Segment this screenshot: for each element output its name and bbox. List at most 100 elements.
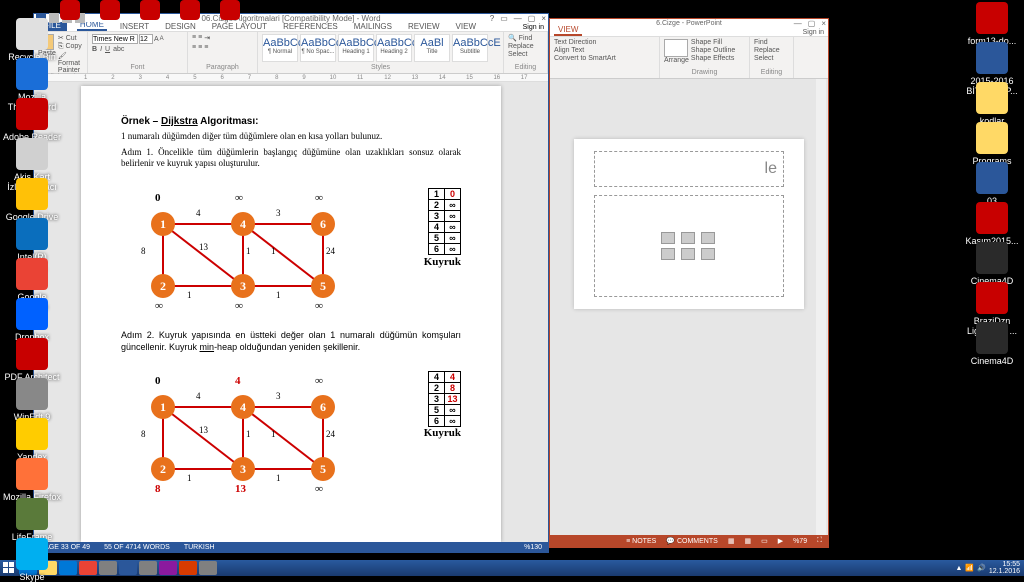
- style-heading2[interactable]: AaBbCcHeading 2: [376, 34, 412, 62]
- font-shrink-icon[interactable]: A: [160, 36, 164, 42]
- desktop-icon-03[interactable]: 03: [962, 162, 1022, 206]
- style-heading1[interactable]: AaBbCcHeading 1: [338, 34, 374, 62]
- text-direction-button[interactable]: Text Direction: [554, 39, 655, 46]
- system-tray[interactable]: ▲ 📶 🔊 15:55 12.1.2016: [955, 561, 1024, 575]
- shape-outline-button[interactable]: Shape Outline: [691, 47, 735, 54]
- taskbar-app-9[interactable]: [199, 561, 217, 575]
- find-button[interactable]: 🔍 Find: [508, 34, 543, 42]
- desktop-icon-cinema4d[interactable]: Cinema4D: [962, 242, 1022, 286]
- word-tab-review[interactable]: REVIEW: [405, 22, 443, 31]
- italic-button[interactable]: I: [100, 46, 102, 53]
- replace-button[interactable]: Replace: [508, 43, 543, 50]
- select-button[interactable]: Select: [508, 51, 543, 58]
- pp-zoom[interactable]: %79: [793, 538, 807, 545]
- pp-replace-button[interactable]: Replace: [754, 47, 789, 54]
- shape-effects-button[interactable]: Shape Effects: [691, 55, 735, 62]
- pp-fit-icon[interactable]: ⛶: [817, 537, 822, 545]
- pp-titlebar[interactable]: 6.Cizge - PowerPoint — ▢ ×: [550, 19, 828, 27]
- convert-smartart-button[interactable]: Convert to SmartArt: [554, 55, 655, 62]
- word-count-status[interactable]: 55 OF 4714 WORDS: [104, 544, 170, 551]
- pp-select-button[interactable]: Select: [754, 55, 789, 62]
- word-tab-view[interactable]: VIEW: [453, 22, 479, 31]
- lang-status[interactable]: TURKISH: [184, 544, 215, 551]
- minimize-icon[interactable]: —: [514, 14, 522, 23]
- pp-view-sorter-icon[interactable]: ▦: [744, 537, 751, 545]
- pp-notes-button[interactable]: ≡ NOTES: [626, 538, 656, 545]
- taskbar-app-3[interactable]: [79, 561, 97, 575]
- word-tab-insert[interactable]: INSERT: [117, 22, 152, 31]
- tray-expand-icon[interactable]: ▲: [955, 565, 962, 572]
- style-subtitle[interactable]: AaBbCcESubtitle: [452, 34, 488, 62]
- insert-video-icon[interactable]: [701, 248, 715, 260]
- underline-button[interactable]: U: [105, 46, 110, 53]
- pp-view-reading-icon[interactable]: ▭: [761, 537, 768, 545]
- zoom-status[interactable]: %130: [524, 544, 542, 551]
- insert-smartart-icon[interactable]: [701, 232, 715, 244]
- desktop-icon-google-drive[interactable]: Google Drive: [2, 178, 62, 222]
- taskbar-app-8[interactable]: [179, 561, 197, 575]
- tray-network-icon[interactable]: 📶: [965, 564, 974, 572]
- ribbon-toggle-icon[interactable]: ▭: [500, 14, 508, 23]
- font-size-input[interactable]: [139, 34, 153, 44]
- taskbar-app-5[interactable]: [119, 561, 137, 575]
- align-left-icon[interactable]: ≡: [192, 44, 196, 51]
- font-grow-icon[interactable]: A: [154, 36, 159, 43]
- slide-content-placeholder[interactable]: [594, 195, 784, 297]
- style-normal[interactable]: AaBbCcI¶ Normal: [262, 34, 298, 62]
- slide-title-placeholder[interactable]: le: [594, 151, 784, 187]
- desktop-pdf-icon-4[interactable]: [200, 0, 260, 22]
- help-icon[interactable]: ?: [490, 14, 494, 23]
- desktop-icon-cinema4d[interactable]: Cinema4D: [962, 322, 1022, 366]
- word-tab-design[interactable]: DESIGN: [162, 22, 199, 31]
- bullets-icon[interactable]: ≡: [192, 34, 196, 42]
- bold-button[interactable]: B: [92, 46, 97, 53]
- shapes-gallery[interactable]: [664, 39, 688, 57]
- style-title[interactable]: AaBlTitle: [414, 34, 450, 62]
- strike-button[interactable]: abc: [113, 46, 124, 53]
- desktop-icon-dropbox[interactable]: Dropbox: [2, 298, 62, 342]
- insert-online-icon[interactable]: [681, 248, 695, 260]
- pp-maximize-icon[interactable]: ▢: [808, 19, 816, 28]
- pp-find-button[interactable]: Find: [754, 39, 789, 46]
- desktop-icon-kodlar[interactable]: kodlar: [962, 82, 1022, 126]
- shape-fill-button[interactable]: Shape Fill: [691, 39, 735, 46]
- desktop-icon-skype[interactable]: Skype: [2, 538, 62, 582]
- taskbar-app-6[interactable]: [139, 561, 157, 575]
- word-ruler[interactable]: 1234567891011121314151617: [34, 74, 548, 82]
- insert-table-icon[interactable]: [661, 232, 675, 244]
- desktop-icon-form13-do---[interactable]: form13-do...: [962, 2, 1022, 46]
- desktop-icon-yandex[interactable]: Yandex: [2, 418, 62, 462]
- pp-close-icon[interactable]: ×: [821, 19, 826, 28]
- close-icon[interactable]: ×: [541, 14, 546, 23]
- insert-picture-icon[interactable]: [661, 248, 675, 260]
- word-tab-references[interactable]: REFERENCES: [280, 22, 341, 31]
- pp-slideshow-icon[interactable]: ▶: [778, 537, 783, 545]
- indent-icon[interactable]: ⇥: [204, 34, 210, 42]
- style-nospac[interactable]: AaBbCcI¶ No Spac...: [300, 34, 336, 62]
- taskbar-app-4[interactable]: [99, 561, 117, 575]
- font-name-input[interactable]: [92, 34, 138, 44]
- insert-chart-icon[interactable]: [681, 232, 695, 244]
- pp-comments-button[interactable]: 💬 COMMENTS: [666, 537, 718, 545]
- numbering-icon[interactable]: ≡: [198, 34, 202, 42]
- pp-scrollbar[interactable]: [816, 79, 826, 535]
- pp-slide[interactable]: le: [574, 139, 804, 309]
- align-right-icon[interactable]: ≡: [204, 44, 208, 51]
- desktop-icon-mozilla-firefox[interactable]: Mozilla Firefox: [2, 458, 62, 502]
- pp-signin[interactable]: Sign in: [803, 29, 824, 36]
- styles-gallery[interactable]: AaBbCcI¶ NormalAaBbCcI¶ No Spac...AaBbCc…: [262, 34, 499, 62]
- desktop-icon-winedt-9[interactable]: WinEdt 9: [2, 378, 62, 422]
- word-tab-page-layout[interactable]: PAGE LAYOUT: [209, 22, 270, 31]
- desktop-icon-lifeframe[interactable]: LifeFrame: [2, 498, 62, 542]
- word-signin[interactable]: Sign in: [523, 24, 544, 31]
- tray-volume-icon[interactable]: 🔊: [977, 564, 986, 572]
- pp-minimize-icon[interactable]: —: [794, 19, 802, 28]
- taskbar-app-7[interactable]: [159, 561, 177, 575]
- pp-view-normal-icon[interactable]: ▦: [728, 537, 735, 545]
- align-text-button[interactable]: Align Text: [554, 47, 655, 54]
- desktop-icon-kas-m2015---[interactable]: Kasım2015...: [962, 202, 1022, 246]
- maximize-icon[interactable]: ▢: [528, 14, 536, 23]
- align-center-icon[interactable]: ≡: [198, 44, 202, 51]
- arrange-button[interactable]: Arrange: [664, 57, 689, 64]
- word-tab-mailings[interactable]: MAILINGS: [351, 22, 395, 31]
